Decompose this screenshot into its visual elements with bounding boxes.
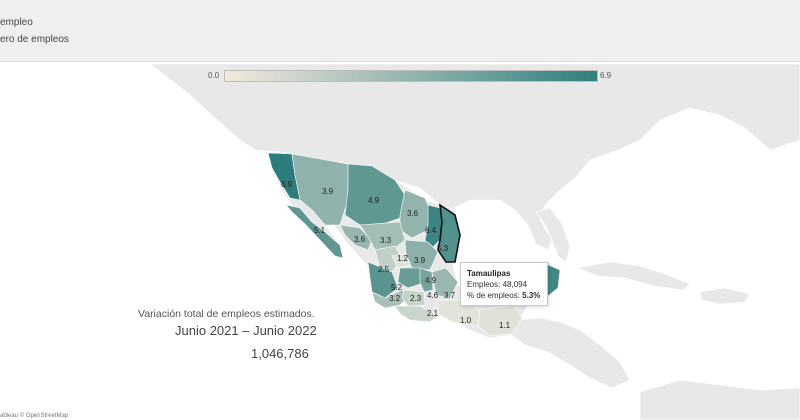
state-label-aguascalientes: 1.2 bbox=[397, 254, 409, 263]
state-label-queretaro: 4.6 bbox=[427, 291, 439, 300]
state-label-hidalgo: 3.7 bbox=[444, 291, 456, 300]
summary-description: Variación total de empleos estimados. bbox=[138, 308, 315, 320]
legend-max-label: 6.9 bbox=[600, 71, 612, 80]
state-label-michoacan: 3.2 bbox=[389, 294, 401, 303]
state-label-nuevo-leon: 6.4 bbox=[425, 226, 437, 235]
landmass-central-america bbox=[504, 317, 631, 389]
tooltip-title: Tamaulipas bbox=[467, 269, 511, 278]
state-queretaro[interactable] bbox=[419, 267, 434, 293]
map-tooltip: Tamaulipas Empleos: 48,094 % de empleos:… bbox=[460, 262, 548, 306]
filter-option-label: empleo bbox=[0, 17, 33, 28]
landmass-florida bbox=[535, 207, 571, 263]
state-label-durango: 3.3 bbox=[380, 236, 392, 245]
landmass-north-america bbox=[149, 63, 800, 251]
summary-period: Junio 2021 – Junio 2022 bbox=[175, 323, 317, 338]
state-mexico[interactable] bbox=[401, 289, 426, 307]
state-chihuahua[interactable] bbox=[344, 163, 406, 226]
state-label-zacatecas: 2.5 bbox=[378, 265, 390, 274]
state-label-sonora: 3.9 bbox=[322, 187, 334, 196]
tooltip-percent-value: 5.3% bbox=[522, 291, 541, 300]
tooltip-employment: Empleos: 48,094 bbox=[467, 280, 528, 289]
state-label-chiapas: 1.1 bbox=[499, 321, 511, 330]
tooltip-percent: % de empleos: 5.3% bbox=[467, 290, 541, 301]
color-legend-bar bbox=[224, 70, 598, 82]
state-coahuila[interactable] bbox=[399, 189, 431, 239]
filter-option-numero-de-empleos[interactable]: ero de empleos bbox=[0, 34, 69, 46]
state-label-baja-california: 6.9 bbox=[281, 180, 293, 189]
state-guanajuato[interactable] bbox=[397, 267, 427, 289]
map-attribution[interactable]: ableau © OpenStreetMap bbox=[0, 413, 69, 419]
summary-total: 1,046,786 bbox=[251, 346, 309, 361]
state-label-baja-california-sur: 5.1 bbox=[314, 226, 326, 235]
state-label-guerrero: 2.1 bbox=[427, 309, 439, 318]
tooltip-percent-label: % de empleos: bbox=[467, 291, 520, 300]
landmass-hispaniola bbox=[699, 287, 751, 305]
state-guerrero[interactable] bbox=[394, 305, 439, 323]
state-label-jalisco: 5.2 bbox=[391, 283, 403, 292]
filter-bar: empleo ero de empleos bbox=[0, 0, 800, 62]
legend-min-label: 0.0 bbox=[208, 71, 220, 80]
state-label-coahuila: 3.6 bbox=[407, 209, 419, 218]
state-label-san-luis-potosi: 3.9 bbox=[414, 256, 426, 265]
state-sinaloa[interactable] bbox=[339, 224, 373, 251]
state-aguascalientes[interactable] bbox=[391, 253, 411, 269]
filter-option-empleo[interactable]: empleo bbox=[0, 17, 33, 29]
state-hidalgo[interactable] bbox=[431, 267, 459, 299]
state-san-luis-potosi[interactable] bbox=[404, 239, 439, 271]
state-label-tamaulipas: 5.3 bbox=[437, 244, 449, 253]
state-label-chihuahua: 4.9 bbox=[368, 196, 380, 205]
state-tamaulipas-highlight bbox=[437, 203, 461, 263]
state-label-mexico: 2.3 bbox=[410, 294, 422, 303]
state-label-oaxaca: 1.0 bbox=[460, 316, 472, 325]
filter-option-label: ero de empleos bbox=[0, 34, 69, 45]
landmass-south-america bbox=[639, 379, 800, 420]
state-baja-california-sur[interactable] bbox=[285, 204, 344, 259]
landmass-cuba bbox=[576, 261, 691, 291]
state-label-guanajuato: 4.9 bbox=[425, 276, 437, 285]
state-label-sinaloa: 3.6 bbox=[354, 235, 366, 244]
